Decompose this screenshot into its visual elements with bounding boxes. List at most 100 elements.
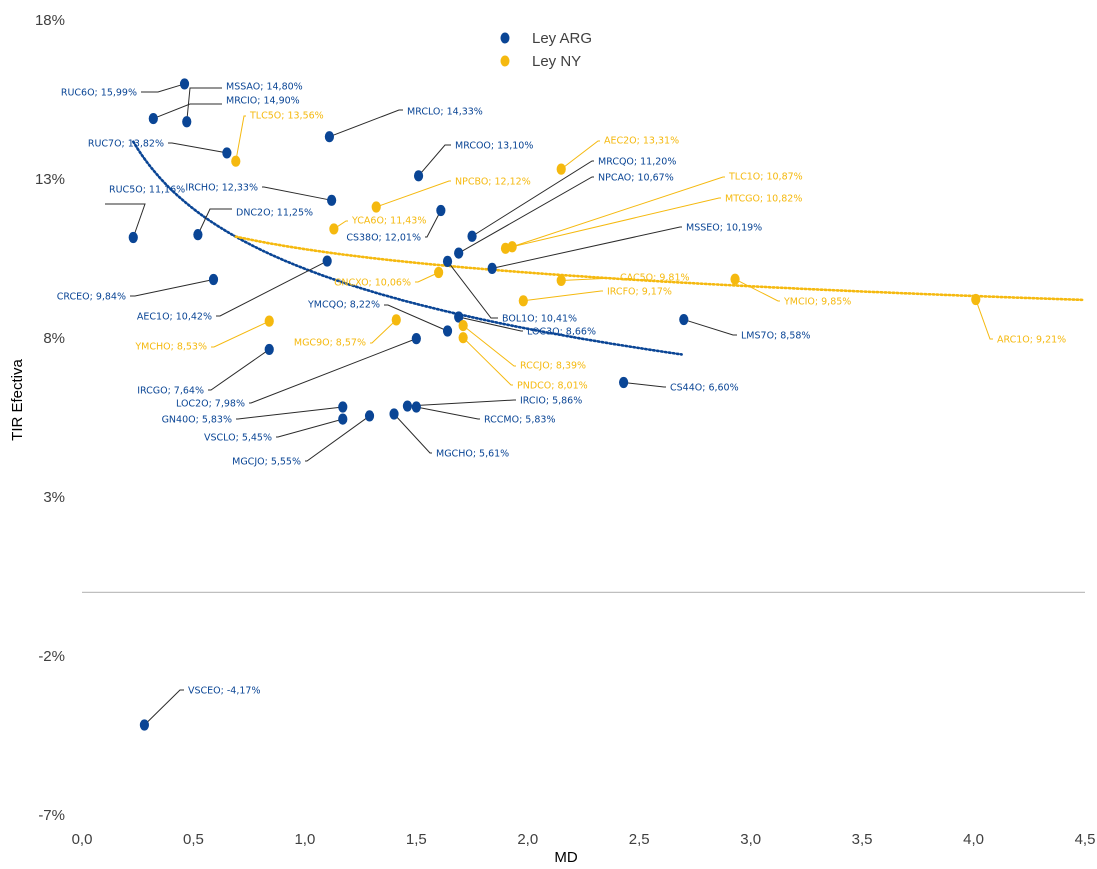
legend-marker-ny [500, 55, 510, 67]
leader-line [105, 203, 146, 238]
x-tick-label: 2,0 [517, 831, 538, 848]
data-label: DNC2O; 11,25% [236, 208, 313, 219]
x-axis-title: MD [554, 849, 577, 866]
point-ley-ny [730, 273, 740, 285]
data-label: BOL1O; 10,41% [502, 314, 577, 325]
x-axis-ticks: 0,0 0,5 1,0 1,5 2,0 2,5 3,0 3,5 4,0 4,5 [72, 831, 1096, 848]
data-label: MRCLO; 14,33% [407, 107, 483, 118]
data-label: CAC5O; 9,81% [620, 273, 690, 284]
data-label: VSCLO; 5,45% [204, 433, 272, 444]
trend-lines [132, 140, 1085, 356]
point-ley-arg [619, 376, 629, 389]
leader-line [235, 115, 246, 162]
point-ley-arg [454, 247, 464, 259]
point-ley-ny [231, 155, 241, 167]
point-ley-ny [518, 295, 528, 307]
data-label: MTCGO; 10,82% [725, 194, 802, 205]
leader-line [415, 272, 439, 283]
point-ley-arg [148, 112, 158, 125]
x-tick-label: 3,0 [740, 831, 761, 848]
legend-label-ny: Ley NY [532, 53, 581, 70]
leader-line [276, 418, 343, 438]
point-ley-ny [971, 293, 981, 306]
point-ley-ny [458, 332, 468, 344]
y-tick-label: -2% [38, 648, 65, 665]
leader-line [425, 210, 442, 238]
data-label: TLC5O; 13,56% [249, 111, 324, 122]
point-ley-arg [467, 230, 477, 242]
data-label: LMS7O; 8,58% [741, 331, 810, 342]
data-label: PNDCO; 8,01% [517, 381, 588, 392]
data-label: RUC6O; 15,99% [61, 88, 137, 99]
data-label: IRCIO; 5,86% [520, 396, 582, 407]
point-ley-arg [139, 719, 150, 731]
data-label: YCA6O; 11,43% [351, 216, 426, 227]
point-ley-arg [208, 273, 219, 286]
point-ley-arg [128, 231, 138, 244]
data-label: MGC9O; 8,57% [294, 338, 366, 349]
leader-line [975, 299, 993, 340]
leader-line [418, 144, 451, 177]
trend-line-arg [132, 140, 683, 356]
point-ley-arg [402, 400, 413, 412]
data-label: MSSEO; 10,19% [686, 223, 762, 234]
point-ley-arg [411, 401, 421, 413]
point-ley-arg [364, 410, 375, 422]
leader-line [416, 406, 480, 420]
leader-line [370, 319, 397, 344]
x-tick-label: 0,0 [72, 831, 93, 848]
point-ley-arg [327, 194, 337, 206]
point-ley-arg [324, 131, 335, 143]
data-label: RUC5O; 11,16% [109, 185, 185, 196]
leader-line [211, 320, 270, 348]
point-ley-arg [442, 255, 453, 267]
leader-line [407, 399, 516, 407]
leader-line [141, 83, 185, 93]
data-label: MGCJO; 5,55% [232, 457, 301, 468]
data-label: CS44O; 6,60% [670, 383, 739, 394]
leader-line [130, 278, 214, 297]
label-leader-lines [105, 83, 993, 726]
x-tick-label: 3,5 [852, 831, 873, 848]
legend-label-arg: Ley ARG [532, 30, 592, 47]
point-ley-ny [556, 163, 566, 175]
data-label: MSSAO; 14,80% [226, 82, 303, 93]
point-ley-arg [389, 408, 399, 420]
data-label: IRCFO; 9,17% [607, 287, 672, 298]
leader-line [623, 382, 666, 388]
point-ley-arg [436, 204, 446, 217]
legend-marker-arg [500, 32, 510, 44]
leader-line [262, 186, 332, 201]
point-ley-arg [338, 413, 348, 425]
point-ley-arg [193, 229, 203, 241]
x-tick-label: 1,0 [294, 831, 315, 848]
leader-line [523, 290, 603, 302]
x-tick-label: 0,5 [183, 831, 204, 848]
data-label: MRCIO; 14,90% [226, 96, 300, 107]
data-points [128, 78, 981, 731]
data-label: AEC2O; 13,31% [604, 136, 679, 147]
point-ley-arg [411, 333, 421, 345]
point-ley-arg [264, 343, 274, 356]
data-labels: RUC5O; 11,16% MRCIO; 14,90% RUC6O; 15,99% M… [57, 82, 1066, 697]
leader-line [329, 109, 403, 138]
data-label: RCCMO; 5,83% [484, 415, 555, 426]
leader-line [683, 319, 737, 336]
point-ley-arg [679, 313, 689, 326]
leader-line [447, 261, 498, 319]
x-tick-label: 1,5 [406, 831, 427, 848]
leader-line [144, 689, 184, 726]
leader-line [462, 337, 513, 386]
data-label: RUC7O; 13,82% [88, 139, 164, 150]
leader-line [512, 176, 725, 248]
leader-line [462, 325, 516, 367]
data-label: LOC2O; 7,98% [176, 399, 245, 410]
trend-line-ny [234, 235, 1085, 302]
leader-line [384, 304, 448, 332]
data-label: RCCJO; 8,39% [520, 361, 586, 372]
leader-line [236, 406, 343, 420]
leader-line [305, 415, 370, 462]
leader-line [186, 87, 222, 122]
point-ley-arg [442, 325, 453, 337]
